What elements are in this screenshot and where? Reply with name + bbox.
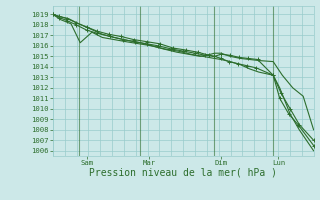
X-axis label: Pression niveau de la mer( hPa ): Pression niveau de la mer( hPa ) (89, 168, 277, 178)
